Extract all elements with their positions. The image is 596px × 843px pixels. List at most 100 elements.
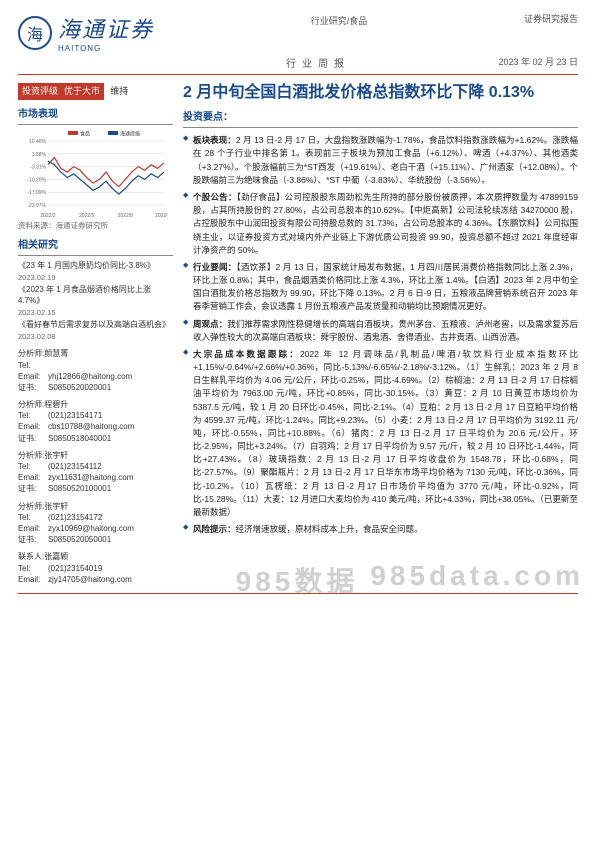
analyst-block: 分析师:颜慧菁Tel:Email:yhj12866@haitong.com证书:…: [18, 348, 173, 393]
related-item: 《看好春节后需求复苏以及高端白酒机会》: [18, 319, 173, 330]
brand-cn: 海通证券: [58, 12, 154, 44]
analyst-line-key: Tel:: [18, 461, 46, 472]
analyst-block: 分析师:张宇轩Tel:(021)23154112Email:zyx11631@h…: [18, 450, 173, 495]
point-lead: 风险提示：: [193, 524, 236, 534]
point-text: 【酒饮茶】2 月 13 日，国家统计局发布数据，1 月四川居民消费价格指数同比上…: [193, 262, 578, 312]
analyst-line-value: S0850520050001: [48, 534, 111, 545]
analyst-line: Tel:(021)23154172: [18, 512, 173, 523]
analyst-line: 证书:S0850518040001: [18, 433, 173, 444]
related-item: 《2023 年 1 月食品烟酒价格同比上涨4.7%》: [18, 284, 173, 306]
body: 投资评级 优于大市 维持 市场表现 10.46%3.58%-3.31%-10.2…: [18, 83, 578, 585]
analyst-line-key: Email:: [18, 472, 46, 483]
rating-row: 投资评级 优于大市 维持: [18, 83, 173, 100]
rating-label: 投资评级: [22, 85, 58, 98]
logo-icon: 海: [18, 16, 52, 50]
analyst-line: Tel:(021)23154171: [18, 410, 173, 421]
point-lead: 行业要闻：: [193, 262, 236, 272]
point-text: 【劲仔食品】公司控股股东周劲松先生所持的部分股份被质押，本次质押数量为 4789…: [193, 192, 578, 255]
point-text: 我们推荐需求刚性稳健增长的高端白酒板块，贵州茅台、五粮液、泸州老窖，以及需求复苏…: [193, 319, 578, 342]
analyst-line-value: (021)23154171: [48, 410, 102, 421]
analyst-line-key: Tel:: [18, 512, 46, 523]
point-lead: 大宗品成本数据跟踪：: [193, 349, 300, 359]
rating-maintain: 维持: [110, 86, 128, 96]
investment-point: 个股公告：【劲仔食品】公司控股股东周劲松先生所持的部分股份被质押，本次质押数量为…: [183, 191, 578, 257]
svg-text:2022/5: 2022/5: [79, 213, 95, 219]
point-lead: 个股公告：: [193, 192, 237, 202]
sub-header: 行业周报 2023 年 02 月 23 日: [18, 55, 578, 70]
analyst-line-value: S0850520020001: [48, 382, 111, 393]
svg-text:2022/2: 2022/2: [40, 213, 56, 219]
analyst-line-value: (021)23154172: [48, 512, 102, 523]
analyst-role: 分析师:颜慧菁: [18, 348, 173, 359]
analyst-block: 分析师:张宇轩Tel:(021)23154172Email:zyx10969@h…: [18, 501, 173, 546]
point-lead: 周观点：: [193, 319, 227, 329]
investment-point: 风险提示：经济增速放缓，原材料成本上升，食品安全问题。: [183, 523, 578, 536]
investment-point: 大宗品成本数据跟踪：2022 年 12 月调味品/乳制品/啤酒/软饮料行业成本指…: [183, 348, 578, 519]
analyst-line-key: Email:: [18, 371, 46, 382]
market-perf-title: 市场表现: [18, 108, 173, 125]
investment-points: 板块表现：2 月 13 日-2 月 17 日，大盘指数涨跌幅为-1.78%，食品…: [183, 134, 578, 536]
analyst-role: 分析师:程碧升: [18, 399, 173, 410]
analyst-line-key: Tel:: [18, 360, 46, 371]
related-date: 2023.02.08: [18, 332, 173, 343]
analyst-role: 分析师:张宇轩: [18, 450, 173, 461]
svg-text:食品: 食品: [80, 130, 90, 137]
analyst-line: Tel:(021)23154019: [18, 563, 173, 574]
analyst-block: 联系人:张嘉颖Tel:(021)23154019Email:zjy14705@h…: [18, 551, 173, 585]
point-text: 2022 年 12 月调味品/乳制品/啤酒/软饮料行业成本指数环比+1.15%/…: [193, 349, 578, 517]
analyst-line: Email:zyx10969@haitong.com: [18, 523, 173, 534]
brand-en: HAITONG: [58, 44, 154, 53]
page: 海 海通证券 HAITONG 行业研究/食品 证券研究报告 行业周报 2023 …: [0, 0, 596, 606]
svg-text:-23.97%: -23.97%: [27, 203, 46, 209]
analyst-role: 联系人:张嘉颖: [18, 551, 173, 562]
point-text: 经济增速放缓，原材料成本上升，食品安全问题。: [236, 524, 423, 534]
related-list: 《23 年 1 月国内原奶均价同比-3.8%》 2023.02.19《2023 年…: [18, 260, 173, 342]
svg-text:-3.31%: -3.31%: [30, 164, 46, 170]
analyst-line-value: zjy14705@haitong.com: [48, 574, 132, 585]
svg-text:3.58%: 3.58%: [32, 151, 47, 157]
analyst-line-key: 证书:: [18, 382, 46, 393]
logo-block: 海 海通证券 HAITONG: [18, 12, 154, 53]
investment-point: 周观点：我们推荐需求刚性稳健增长的高端白酒板块，贵州茅台、五粮液、泸州老窖，以及…: [183, 318, 578, 344]
analyst-line: Tel:(021)23154112: [18, 461, 173, 472]
analyst-line-key: Tel:: [18, 563, 46, 574]
analyst-line-key: Email:: [18, 421, 46, 432]
invest-key-heading: 投资要点：: [183, 110, 578, 129]
analyst-line-key: 证书:: [18, 433, 46, 444]
svg-text:2022/8: 2022/8: [118, 213, 134, 219]
divider-top: [18, 74, 578, 75]
related-title: 相关研究: [18, 239, 173, 256]
report-date: 2023 年 02 月 23 日: [458, 55, 578, 70]
point-text: 2 月 13 日-2 月 17 日，大盘指数涨跌幅为-1.78%，食品饮料指数涨…: [193, 135, 578, 185]
analyst-line: Email:yhj12866@haitong.com: [18, 371, 173, 382]
analyst-block: 分析师:程碧升Tel:(021)23154171Email:cbs10788@h…: [18, 399, 173, 444]
svg-text:-10.20%: -10.20%: [27, 177, 46, 183]
analyst-line-value: S0850520100001: [48, 483, 111, 494]
point-lead: 板块表现：: [193, 135, 236, 145]
chart-caption: 资料来源：海通证券研究所: [18, 221, 173, 232]
watermark-a: 985数据: [236, 560, 359, 600]
watermark: 985数据 985data.com: [236, 560, 584, 600]
analyst-line: 证书:S0850520050001: [18, 534, 173, 545]
rating-value: 优于大市: [64, 85, 100, 98]
market-chart: 10.46%3.58%-3.31%-10.20%-17.09%-23.97%20…: [18, 129, 168, 219]
svg-text:海通综指: 海通综指: [120, 130, 140, 137]
analyst-line: Tel:: [18, 360, 173, 371]
related-date: 2023.02.19: [18, 273, 173, 284]
rating-bar: 投资评级 优于大市: [18, 83, 104, 100]
analyst-line-value: S0850518040001: [48, 433, 111, 444]
investment-point: 板块表现：2 月 13 日-2 月 17 日，大盘指数涨跌幅为-1.78%，食品…: [183, 134, 578, 187]
analyst-line-key: Email:: [18, 574, 46, 585]
analyst-line-key: 证书:: [18, 534, 46, 545]
analyst-line: 证书:S0850520100001: [18, 483, 173, 494]
analyst-line-value: (021)23154019: [48, 563, 102, 574]
analyst-line: Email:zjy14705@haitong.com: [18, 574, 173, 585]
analyst-line: Email:zyx11631@haitong.com: [18, 472, 173, 483]
analyst-line-key: Tel:: [18, 410, 46, 421]
related-item: 《23 年 1 月国内原奶均价同比-3.8%》: [18, 260, 173, 271]
svg-text:2022/11: 2022/11: [155, 213, 168, 219]
watermark-b: 985data.com: [370, 560, 584, 600]
header-report-type: 证券研究报告: [524, 12, 578, 25]
analyst-line-key: 证书:: [18, 483, 46, 494]
analyst-line-value: zyx11631@haitong.com: [48, 472, 133, 483]
